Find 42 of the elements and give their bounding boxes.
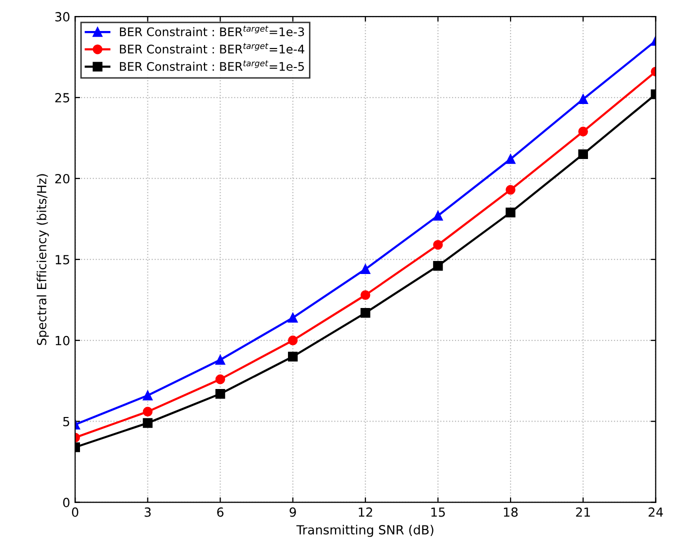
point [360, 308, 370, 318]
x-tick-label: 3 [144, 507, 151, 517]
point [578, 149, 588, 160]
y-tick-label: 0 [63, 498, 70, 508]
point [578, 94, 588, 104]
y-tick-label: 5 [63, 416, 70, 426]
legend-label: BER Constraint : BER$^{target}$=1e-3 [120, 26, 304, 36]
point [360, 290, 370, 300]
point [506, 184, 516, 195]
point [142, 418, 153, 428]
x-tick-label: 0 [72, 507, 78, 517]
point [506, 208, 516, 218]
x-tick-label: 6 [217, 507, 224, 517]
legend-label: BER Constraint : BER$^{target}$=1e-5 [120, 60, 304, 71]
point [288, 352, 298, 362]
point [360, 264, 370, 274]
x-tick-label: 15 [431, 508, 445, 517]
point [433, 240, 443, 250]
y-tick-label: 20 [55, 174, 70, 184]
point [142, 390, 153, 400]
x-axis-title: Transmitting SNR (dB) [296, 524, 434, 537]
y-tick-label: 25 [55, 92, 70, 102]
point [142, 406, 153, 417]
y-axis-title: Spectral Efficiency (bits/Hz) [36, 174, 49, 345]
point [215, 388, 226, 399]
point [506, 154, 516, 164]
x-tick-label: 12 [358, 507, 372, 517]
point [433, 261, 443, 271]
legend-label: BER Constraint : BER$^{target}$=1e-4 [120, 43, 304, 54]
point [578, 126, 588, 136]
point [433, 210, 443, 221]
x-tick-label: 9 [290, 507, 296, 517]
x-tick-label: 24 [648, 507, 663, 517]
point [288, 336, 298, 346]
point [215, 374, 226, 384]
point [288, 312, 298, 323]
point [215, 354, 226, 365]
y-tick-label: 30 [55, 12, 70, 22]
x-tick-label: 21 [576, 507, 590, 517]
x-tick-label: 18 [504, 507, 518, 517]
y-tick-label: 10 [56, 336, 70, 346]
y-tick-label: 15 [56, 255, 70, 264]
